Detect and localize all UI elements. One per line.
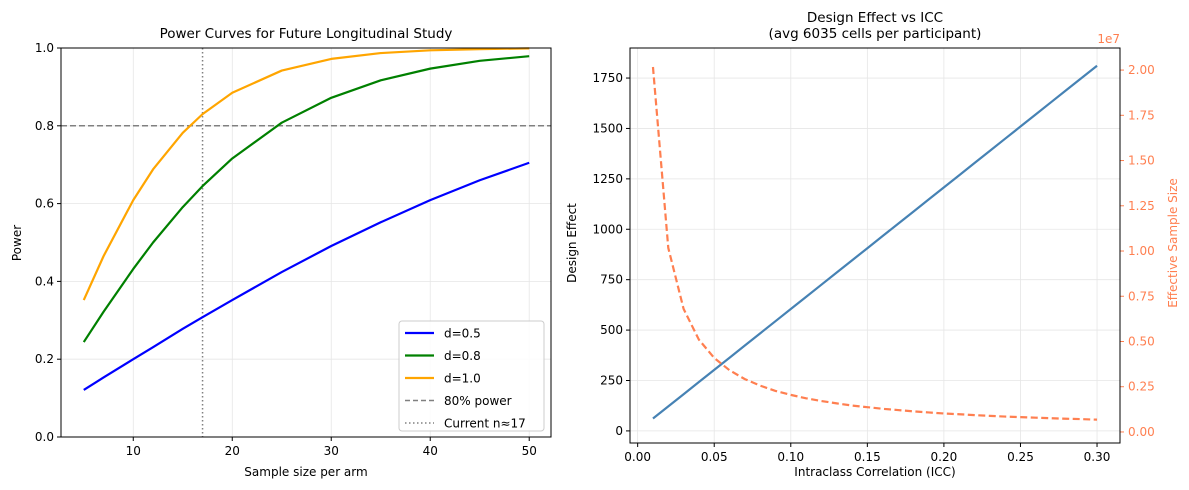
y2-tick-label: 1.75 [1128,108,1155,122]
series-line-d=1.0 [82,47,530,301]
legend-label: d=0.8 [444,349,481,363]
x-tick-label: 0.30 [1084,450,1111,464]
series-line-d=0.5 [83,161,530,391]
y-tick-label: 0.2 [35,352,54,366]
legend-box [398,320,545,432]
left-y-axis-label: Power [10,225,24,261]
y-tick-label: 750 [600,273,623,287]
right-y-axis-label: Design Effect [565,203,579,283]
left-x-axis-label: Sample size per arm [244,465,367,479]
x-tick-label: 50 [522,444,537,458]
right-y2-axis-label: Effective Sample Size [1166,178,1180,308]
y2-tick-label: 1.50 [1128,154,1155,168]
y2-tick-label: 0.00 [1128,425,1155,439]
legend-label: d=0.5 [444,327,481,341]
left-chart-title: Power Curves for Future Longitudinal Stu… [160,26,453,42]
x-tick-label: 0.25 [1007,450,1034,464]
y-tick-label: 500 [600,323,623,337]
right-x-axis-label: Intraclass Correlation (ICC) [794,465,955,479]
x-tick-label: 0.05 [701,450,728,464]
y-tick-label: 1250 [592,172,623,186]
power-curves-panel: 10 20 30 40 50 0.0 0.2 0.4 0.6 0.8 1.0 d=0.5 d=0.8 d=… [35,41,552,458]
y-tick-label: 1.0 [35,41,54,55]
right-chart-title: Design Effect vs ICC [807,10,943,26]
legend-label: 80% power [444,394,512,408]
y-tick-label: 0.4 [35,274,54,288]
series-line-d=0.8 [82,55,530,343]
x-tick-label: 30 [324,444,339,458]
y2-tick-label: 1.00 [1128,244,1155,258]
y-tick-label: 0.0 [35,430,54,444]
y-tick-label: 1000 [592,222,623,236]
x-tick-label: 0.00 [624,450,651,464]
y2-offset-label: 1e7 [1097,32,1120,46]
x-tick-label: 0.10 [777,450,804,464]
plot-frame [629,47,1121,444]
x-tick-label: 20 [225,444,240,458]
legend-label: Current n≈17 [444,417,526,431]
x-tick-label: 40 [423,444,438,458]
design-effect-line [652,64,1098,420]
x-tick-label: 10 [126,444,141,458]
design-effect-panel: 0.00 0.05 0.10 0.15 0.20 0.25 0.30 0 250 500 750 10… [592,47,1155,464]
y2-tick-label: 0.25 [1128,380,1155,394]
legend-label: d=1.0 [444,372,481,386]
right-chart-subtitle: (avg 6035 cells per participant) [769,26,982,42]
x-tick-label: 0.15 [854,450,881,464]
y-tick-label: 1750 [592,71,623,85]
plot-frame [60,47,552,438]
y2-tick-label: 1.25 [1128,199,1155,213]
y2-tick-label: 2.00 [1128,63,1155,77]
y-tick-label: 0 [615,424,623,438]
y2-tick-label: 0.75 [1128,289,1155,303]
x-tick-label: 0.20 [931,450,958,464]
y-tick-label: 1500 [592,121,623,135]
y-tick-label: 0.6 [35,197,54,211]
y-tick-label: 250 [600,373,623,387]
y-tick-label: 0.8 [35,119,54,133]
effective-sample-size-line [651,66,1098,421]
y2-tick-label: 0.50 [1128,334,1155,348]
